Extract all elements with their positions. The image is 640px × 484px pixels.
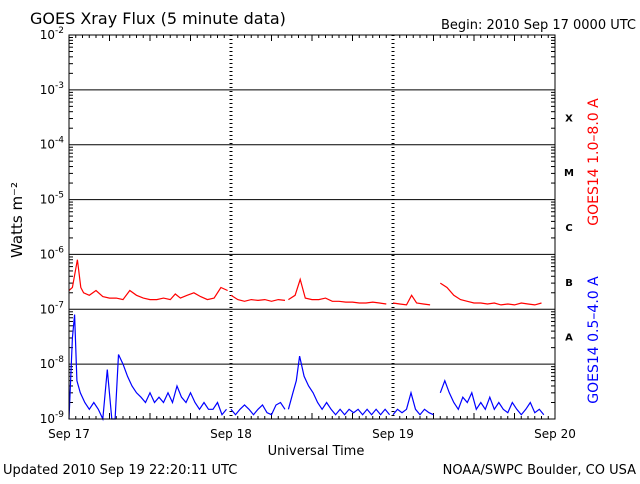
series-short-channel-line bbox=[392, 390, 434, 416]
y-tick-exponent: -3 bbox=[55, 81, 64, 91]
legend-short-channel: GOES14 0.5–4.0 A bbox=[586, 276, 602, 404]
y-tick-label: 10-3 bbox=[40, 81, 64, 97]
y-tick-label: 10-6 bbox=[40, 245, 65, 261]
begin-label: Begin: 2010 Sep 17 0000 UTC bbox=[441, 18, 636, 33]
chart-title: GOES Xray Flux (5 minute data) bbox=[30, 9, 286, 28]
flare-class-b: B bbox=[565, 278, 573, 289]
y-tick-layer: 10-9 10-8 10-7 10-6 10-5 10-4 10-3 10-2 bbox=[40, 26, 555, 426]
series-layer bbox=[68, 259, 545, 422]
y-tick-label: 10-4 bbox=[40, 136, 65, 152]
y-tick-exponent: -4 bbox=[55, 136, 64, 146]
series-short-channel-line bbox=[287, 355, 391, 416]
plot-frame bbox=[68, 34, 556, 420]
y-axis-label: Watts m⁻² bbox=[8, 182, 26, 258]
y-tick-exponent: -5 bbox=[55, 191, 64, 201]
legend-long-channel: GOES14 1.0–8.0 A bbox=[586, 98, 602, 226]
series-short-channel-line bbox=[439, 378, 545, 416]
flare-class-m: M bbox=[564, 168, 574, 179]
flare-class-a: A bbox=[565, 333, 573, 344]
series-long-channel-line bbox=[68, 259, 228, 301]
credit-text: NOAA/SWPC Boulder, CO USA bbox=[443, 463, 636, 478]
series-long-channel-line bbox=[439, 282, 542, 306]
y-tick-exponent: -8 bbox=[55, 355, 64, 365]
series-long-channel-line bbox=[230, 294, 286, 302]
series-short-channel-line bbox=[68, 314, 227, 422]
flare-class-x: X bbox=[565, 113, 573, 124]
y-tick-label: 10-9 bbox=[40, 410, 65, 426]
y-tick-exponent: -6 bbox=[55, 245, 64, 255]
grid-layer bbox=[69, 35, 555, 419]
x-tick-label: Sep 18 bbox=[210, 427, 252, 441]
series-long-channel-line bbox=[392, 294, 431, 306]
flare-class-c: C bbox=[565, 223, 572, 234]
y-tick-exponent: -7 bbox=[55, 300, 64, 310]
y-tick-label: 10-2 bbox=[40, 26, 64, 42]
x-tick-label: Sep 19 bbox=[372, 427, 414, 441]
y-tick-label: 10-7 bbox=[40, 300, 64, 316]
series-long-channel-line bbox=[288, 277, 387, 305]
y-tick-exponent: -9 bbox=[55, 410, 64, 420]
updated-text: Updated 2010 Sep 19 22:20:11 UTC bbox=[3, 463, 237, 478]
flare-class-layer: A B C M X bbox=[564, 113, 574, 343]
x-tick-label: Sep 20 bbox=[534, 427, 576, 441]
x-tick-label: Sep 17 bbox=[48, 427, 90, 441]
x-axis-label: Universal Time bbox=[268, 444, 365, 459]
x-tick-layer: Sep 17 Sep 18 Sep 19 Sep 20 bbox=[48, 35, 576, 441]
y-tick-label: 10-8 bbox=[40, 355, 65, 371]
y-tick-exponent: -2 bbox=[55, 26, 64, 36]
series-short-channel-line bbox=[230, 401, 286, 416]
y-tick-label: 10-5 bbox=[40, 191, 64, 207]
